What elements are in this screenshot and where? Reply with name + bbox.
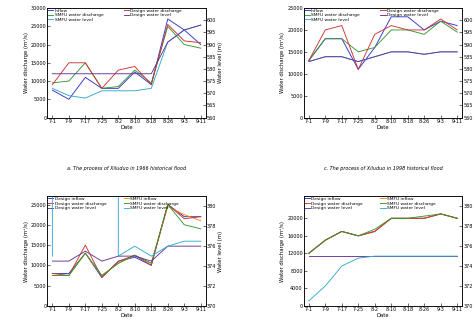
X-axis label: Date: Date — [377, 125, 389, 130]
Legend: Design water discharge, Design water level: Design water discharge, Design water lev… — [380, 8, 439, 17]
Y-axis label: Water discharge (m³/s): Water discharge (m³/s) — [280, 32, 285, 93]
Y-axis label: Water discharge (m³/s): Water discharge (m³/s) — [24, 221, 28, 282]
Legend: SMFU inflow, SMFU water discharge, SMFU water level: SMFU inflow, SMFU water discharge, SMFU … — [380, 197, 436, 210]
X-axis label: Date: Date — [377, 313, 389, 318]
Y-axis label: Water level (m): Water level (m) — [218, 42, 223, 83]
Y-axis label: Water discharge (m³/s): Water discharge (m³/s) — [24, 32, 28, 93]
Y-axis label: Water discharge (m³/s): Water discharge (m³/s) — [280, 221, 285, 282]
X-axis label: Date: Date — [120, 313, 133, 318]
Legend: SMFU inflow, SMFU water discharge, SMFU water level: SMFU inflow, SMFU water discharge, SMFU … — [124, 197, 179, 210]
Text: a. The process of Xiluduo in 1966 historical flood: a. The process of Xiluduo in 1966 histor… — [67, 166, 186, 171]
Text: c. The process of Xiluduo in 1998 historical flood: c. The process of Xiluduo in 1998 histor… — [324, 166, 442, 171]
Legend: Design water discharge, Design water level: Design water discharge, Design water lev… — [124, 8, 182, 17]
X-axis label: Date: Date — [120, 125, 133, 130]
Y-axis label: Water level (m): Water level (m) — [218, 231, 223, 272]
